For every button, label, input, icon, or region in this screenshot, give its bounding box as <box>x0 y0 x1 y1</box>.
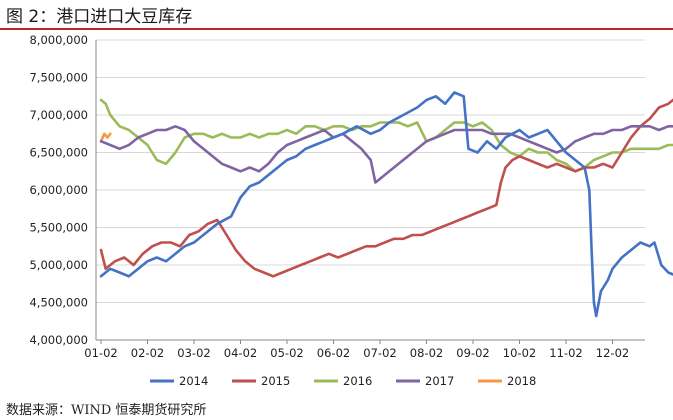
data-source-note: 数据来源：WIND 恒泰期货研究所 <box>6 403 207 418</box>
x-tick-label: 05-02 <box>270 346 303 360</box>
y-tick-label: 4,500,000 <box>29 296 88 310</box>
y-tick-label: 7,000,000 <box>29 108 88 122</box>
series-line-2016 <box>99 98 673 173</box>
y-tick-label: 7,500,000 <box>29 71 88 85</box>
y-tick-label: 6,000,000 <box>29 183 88 197</box>
x-tick-label: 10-02 <box>503 346 536 360</box>
series-line-2015 <box>99 98 673 278</box>
x-tick-label: 11-02 <box>549 346 582 360</box>
legend-label-2018: 2018 <box>507 374 536 388</box>
legend-label-2014: 2014 <box>179 374 208 388</box>
x-tick-label: 12-02 <box>596 346 629 360</box>
y-tick-label: 5,000,000 <box>29 258 88 272</box>
x-tick-label: 03-02 <box>177 346 210 360</box>
title-underline <box>0 28 673 30</box>
legend-label-2015: 2015 <box>261 374 290 388</box>
legend-label-2016: 2016 <box>343 374 372 388</box>
y-tick-label: 8,000,000 <box>29 33 88 47</box>
x-tick-label: 04-02 <box>224 346 257 360</box>
x-tick-label: 06-02 <box>317 346 350 360</box>
series-line-2018 <box>99 132 112 143</box>
series-line-2014 <box>99 91 673 318</box>
y-tick-label: 6,500,000 <box>29 146 88 160</box>
x-tick-label: 01-02 <box>84 346 117 360</box>
x-tick-label: 08-02 <box>410 346 443 360</box>
x-tick-label: 07-02 <box>363 346 396 360</box>
chart-title: 图 2：港口进口大豆库存 <box>6 7 193 27</box>
series-line-2017 <box>99 125 673 184</box>
y-tick-label: 4,000,000 <box>29 333 88 347</box>
legend-label-2017: 2017 <box>425 374 454 388</box>
y-tick-label: 5,500,000 <box>29 221 88 235</box>
x-tick-label: 02-02 <box>131 346 164 360</box>
x-tick-label: 09-02 <box>456 346 489 360</box>
